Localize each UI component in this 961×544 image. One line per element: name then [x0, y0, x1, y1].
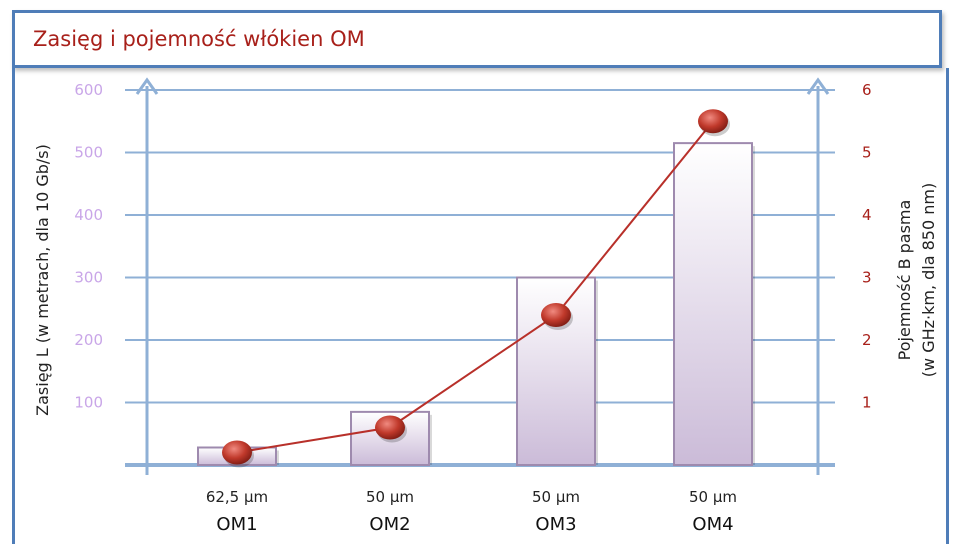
- frame-left-border: [12, 68, 15, 544]
- category-label: OM1: [216, 514, 257, 535]
- line-marker-OM4: [698, 109, 728, 134]
- frame-right-border: [946, 68, 949, 544]
- bars: [197, 142, 755, 466]
- y-left-tick-label: 400: [74, 206, 103, 224]
- y-left-tick-label: 100: [74, 394, 103, 412]
- category-sublabel: 50 µm: [532, 488, 580, 506]
- category-sublabel: 50 µm: [366, 488, 414, 506]
- y-right-axis-title-line2: (w GHz·km, dla 850 nm): [919, 183, 938, 377]
- y-right-tick-label: 4: [862, 206, 872, 224]
- category-label: OM2: [369, 514, 410, 535]
- tick-labels: 100 200 300 400 500 600 1 2 3 4 5 6: [74, 81, 871, 412]
- y-left-arrow-icon: [135, 77, 159, 95]
- y-left-tick-label: 500: [74, 144, 103, 162]
- y-left-tick-label: 600: [74, 81, 103, 99]
- line-series: [222, 109, 730, 468]
- y-right-tick-label: 1: [862, 394, 872, 412]
- category-labels: 62,5 µm OM1 50 µm OM2 50 µm OM3 50 µm OM4: [206, 488, 737, 535]
- category-sublabel: 50 µm: [689, 488, 737, 506]
- y-right-tick-label: 6: [862, 81, 872, 99]
- line-marker-OM3: [541, 303, 571, 327]
- bar-OM4: [673, 142, 753, 466]
- category-label: OM3: [535, 514, 576, 535]
- y-right-axis-title-line1: Pojemność B pasma: [895, 200, 914, 361]
- line-marker-OM1: [222, 440, 252, 465]
- y-left-tick-label: 200: [74, 331, 103, 349]
- line-marker-OM2: [375, 415, 405, 440]
- y-right-arrow-icon: [806, 77, 830, 95]
- y-left-tick-label: 300: [74, 269, 103, 287]
- category-sublabel: 62,5 µm: [206, 488, 268, 506]
- category-label: OM4: [692, 514, 733, 535]
- y-right-tick-label: 3: [862, 269, 872, 287]
- title-box: Zasięg i pojemność włókien OM: [12, 10, 942, 68]
- y-left-axis-title: Zasięg L (w metrach, dla 10 Gb/s): [33, 144, 52, 416]
- y-right-tick-label: 5: [862, 144, 872, 162]
- y-right-tick-label: 2: [862, 331, 872, 349]
- line-path: [236, 120, 714, 454]
- page-title: Zasięg i pojemność włókien OM: [33, 27, 365, 51]
